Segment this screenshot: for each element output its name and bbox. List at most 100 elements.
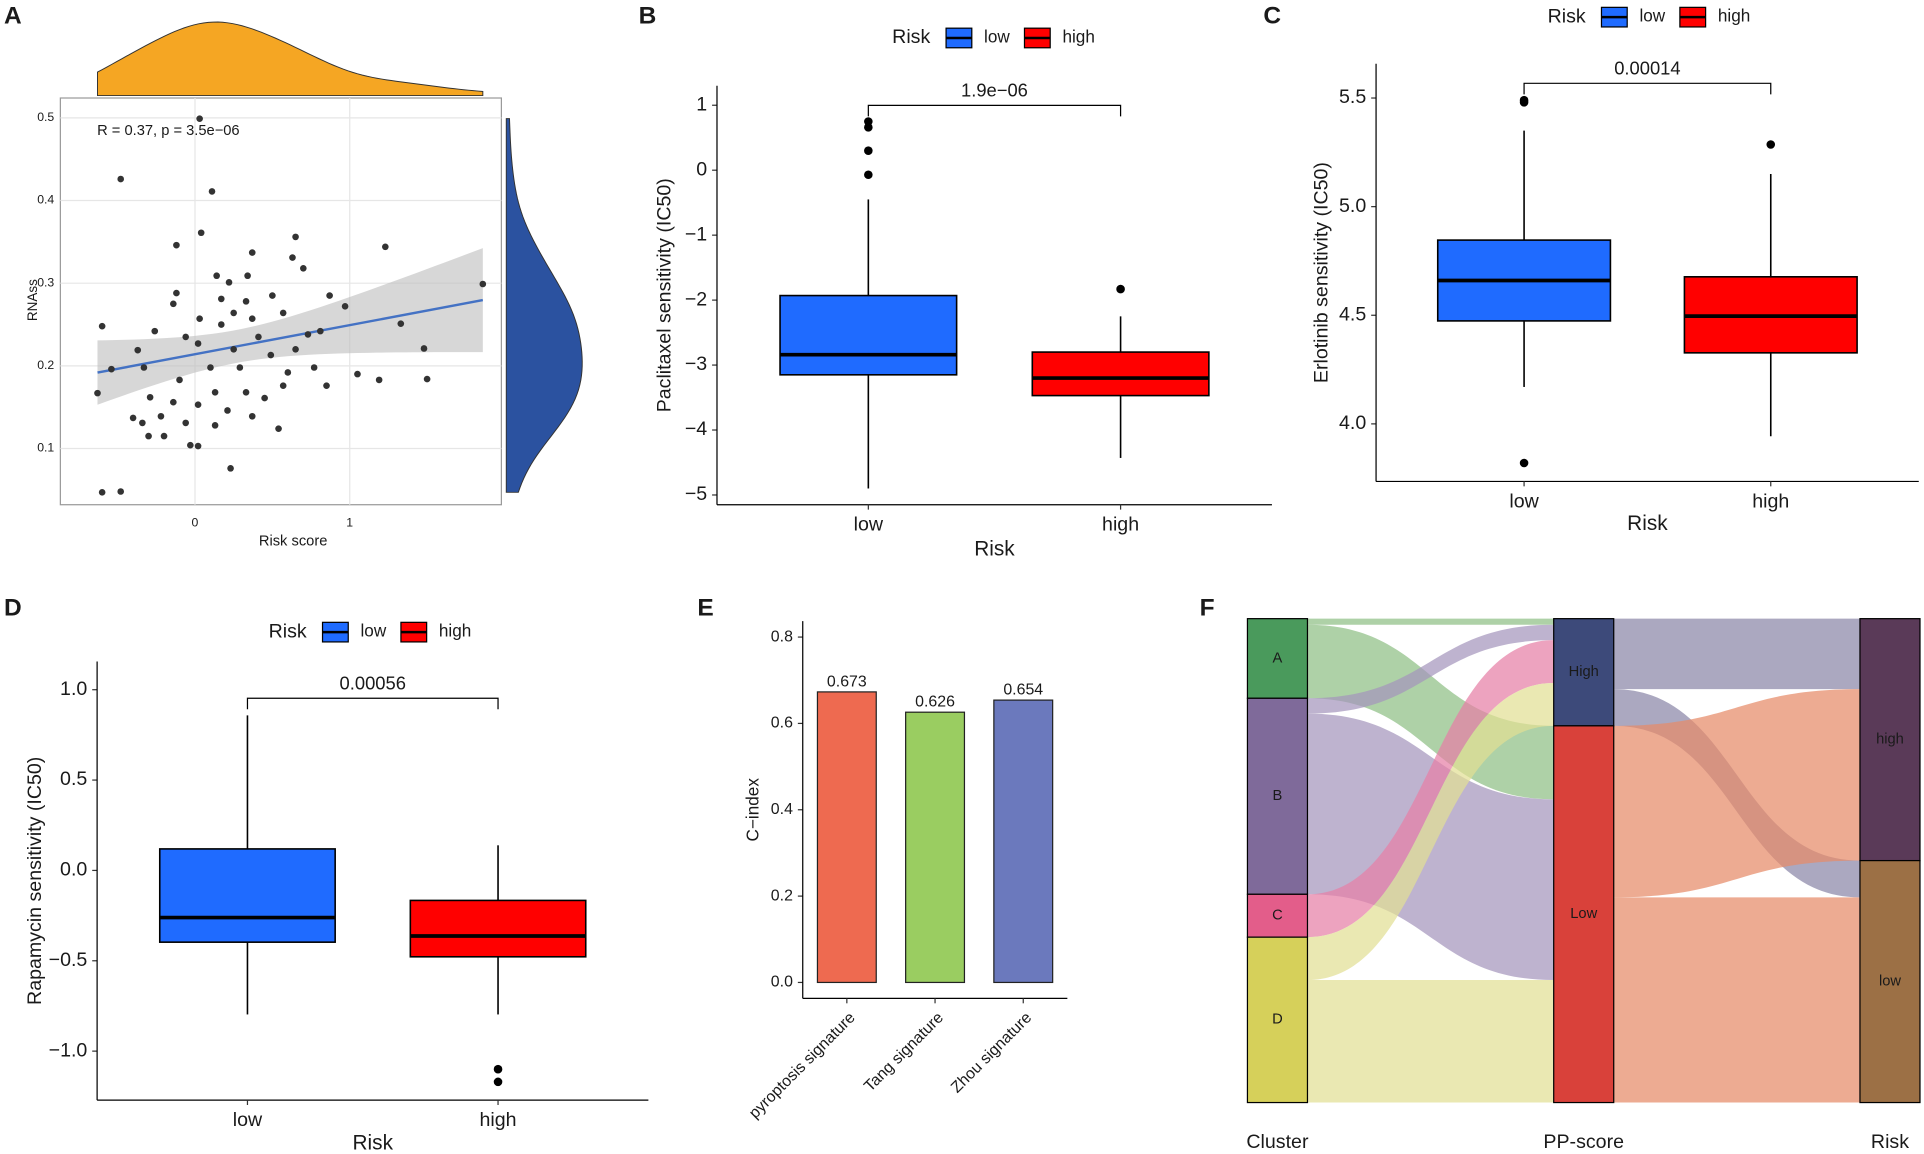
point [211,422,219,429]
point [146,393,154,401]
y-tick-label: 1.0 [60,678,87,700]
point [397,320,405,327]
point [173,289,180,297]
stratum [1246,618,1309,699]
y-tick-label: 5.5 [1339,86,1366,108]
outlier [1519,98,1529,107]
y-tick-label: 0.6 [771,715,793,732]
flow [1307,624,1554,714]
p-value: 1.9e−06 [961,80,1028,101]
point [117,488,125,495]
stratum-label: high [1876,732,1904,748]
significance-bracket [1523,82,1772,95]
point [196,315,203,323]
point [157,412,165,420]
box [1031,351,1210,397]
outlier [493,1077,503,1087]
bar [905,711,966,984]
outlier [1519,458,1529,468]
p-value: 0.00056 [340,673,406,694]
significance-bracket [246,697,499,710]
point [289,254,296,261]
y-tick-label: 0.4 [37,193,54,207]
legend-label: low [1639,6,1665,26]
point [269,292,276,299]
point [279,382,287,389]
x-tick-label: 0 [192,515,199,529]
point [139,419,146,427]
flow [1307,618,1554,625]
p-value: 0.00014 [1614,58,1680,79]
legend-label: low [984,27,1010,47]
value-label: 0.626 [915,694,955,711]
point [248,315,256,323]
flow [1613,689,1860,898]
point [227,465,234,472]
point [284,369,292,376]
stratum-label: low [1879,973,1901,989]
x-tick-label: 1 [346,515,353,529]
point [151,327,159,335]
point [323,382,330,389]
y-tick-label: 0.8 [771,628,793,645]
point [208,188,216,195]
y-tick-label: 0 [696,158,707,180]
stratum-label: C [1272,908,1283,924]
right-density [505,118,583,493]
legend-label: high [1062,27,1094,47]
point [354,370,361,378]
stratum [1246,893,1309,938]
outlier [864,123,873,132]
point [248,412,256,420]
point [194,442,202,450]
stratum [1246,697,1309,895]
point [292,233,299,241]
legend-title: Risk [1548,5,1586,27]
x-axis-title: Risk score [259,533,328,549]
point [423,375,431,383]
stratum [1246,936,1309,1104]
outlier [864,146,873,155]
y-tick-label: 0.5 [60,768,87,790]
point [207,364,214,371]
x-tick-label: low [854,514,884,536]
point [170,300,177,308]
flow [1613,618,1860,690]
y-tick-label: −0.5 [49,949,88,971]
box [409,899,587,958]
y-tick-label: −1.0 [49,1039,88,1061]
point [173,241,180,249]
point [197,229,205,237]
point [317,327,324,335]
y-tick-label: 5.0 [1339,195,1366,217]
axis-label: Risk [1871,1131,1909,1153]
annotation: R = 0.37, p = 3.5e−06 [97,123,240,139]
y-axis-title: Erlotinib sensitivity (IC50) [1310,162,1332,383]
x-tick-label: high [480,1109,517,1131]
y-tick-label: 4.0 [1339,412,1366,434]
value-label: 0.654 [1003,682,1043,699]
box [779,294,958,376]
y-tick-label: 0.0 [60,859,87,881]
panel-letter: E [697,594,713,621]
y-tick-label: −5 [685,483,707,505]
point [145,432,152,440]
y-axis-title: Paclitaxel sensitivity (IC50) [654,178,676,412]
point [182,419,190,427]
stratum-label: A [1273,650,1283,666]
point [242,388,250,396]
x-tick-label: Zhou signature [948,1009,1035,1096]
outlier [864,170,873,180]
point [236,364,244,371]
point [140,364,148,371]
point [279,309,287,317]
value-label: 0.673 [827,673,867,690]
panel-letter: F [1200,594,1215,621]
outlier [1766,140,1776,149]
x-tick-label: Tang signature [861,1009,947,1095]
y-tick-label: 0.3 [37,275,54,289]
x-axis-title: Risk [974,538,1015,561]
y-tick-label: 0.2 [771,887,793,904]
point [292,346,299,353]
